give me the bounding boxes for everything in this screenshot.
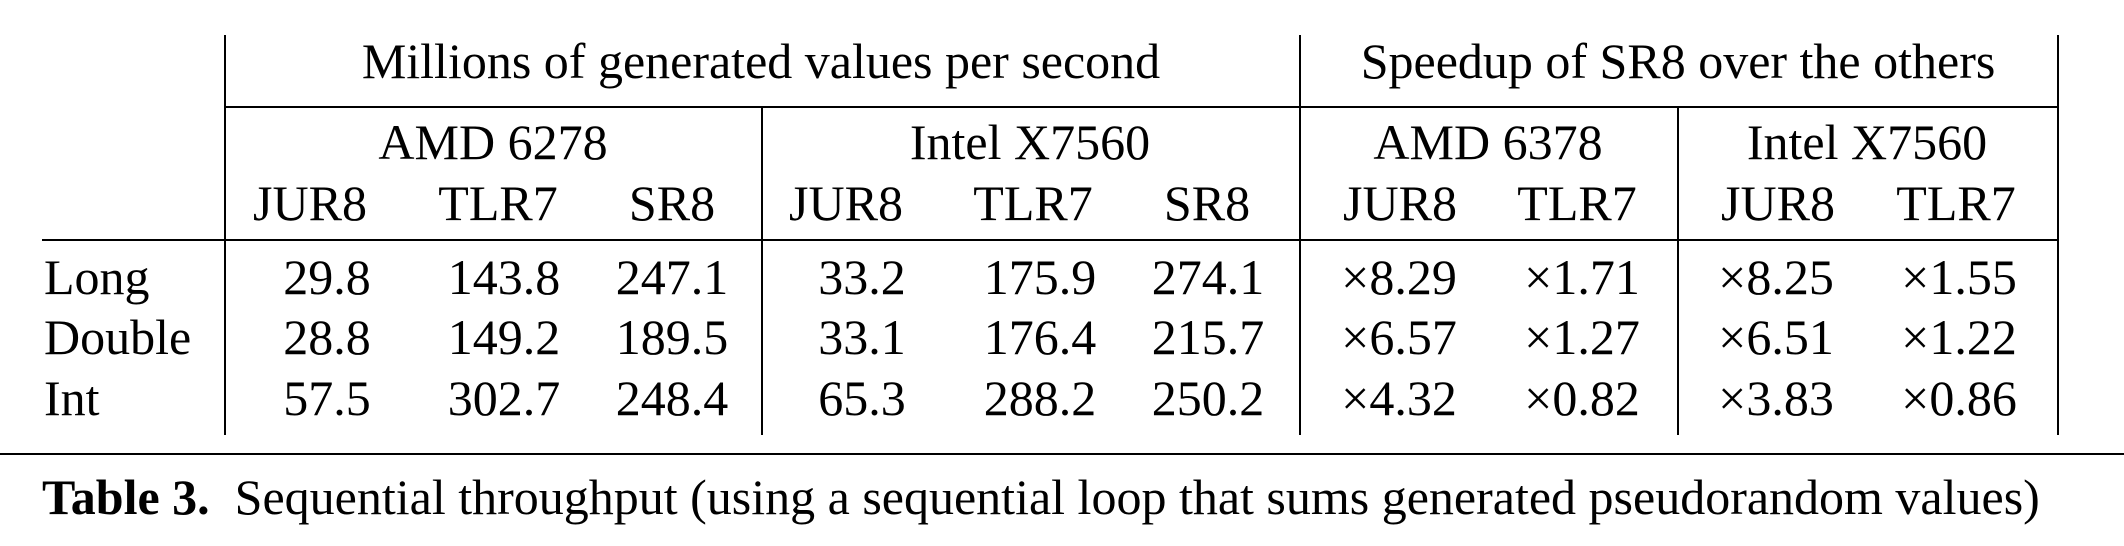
column-header: SR8 — [1163, 175, 1251, 231]
column-header: SR8 — [628, 175, 716, 231]
machine-header: Intel X7560 — [1746, 114, 1988, 170]
column-header: JUR8 — [789, 175, 903, 231]
caption-label: Table 3. — [42, 469, 210, 525]
table-cell: 28.8 — [283, 309, 371, 365]
table-cell: 149.2 — [447, 309, 561, 365]
rule-speedup — [1677, 108, 1679, 435]
table-cell: ×4.32 — [1341, 370, 1457, 426]
table-cell: ×8.25 — [1718, 249, 1834, 305]
group-header-speedup: Speedup of SR8 over the others — [1360, 33, 1996, 89]
table-cell: ×6.51 — [1718, 309, 1834, 365]
table-cell: 189.5 — [615, 309, 729, 365]
table-cell: 247.1 — [615, 249, 729, 305]
table-cell: 33.2 — [818, 249, 906, 305]
table-cell: ×0.86 — [1901, 370, 2017, 426]
table-cell: 176.4 — [983, 309, 1097, 365]
table-cell: 65.3 — [818, 370, 906, 426]
table-cell: ×8.29 — [1341, 249, 1457, 305]
table-cell: ×6.57 — [1341, 309, 1457, 365]
column-header: JUR8 — [1343, 175, 1457, 231]
table-cell: 215.7 — [1151, 309, 1265, 365]
rule-amd-intel — [761, 108, 763, 435]
table-cell: ×3.83 — [1718, 370, 1834, 426]
table-cell: 57.5 — [283, 370, 371, 426]
table-cell: 302.7 — [447, 370, 561, 426]
rule-under-groups — [224, 106, 2059, 108]
column-header: TLR7 — [1517, 175, 1637, 231]
rule-under-headers — [42, 239, 2059, 241]
table-cell: ×1.22 — [1901, 309, 2017, 365]
table-cell: ×1.55 — [1901, 249, 2017, 305]
table-cell: 248.4 — [615, 370, 729, 426]
table-cell: ×1.71 — [1524, 249, 1640, 305]
table-cell: 250.2 — [1151, 370, 1265, 426]
table-cell: 288.2 — [983, 370, 1097, 426]
rule-right — [2057, 35, 2059, 435]
group-header-throughput: Millions of generated values per second — [361, 33, 1161, 89]
rule-row-label — [224, 35, 226, 435]
table-cell: 274.1 — [1151, 249, 1265, 305]
rule-group — [1299, 35, 1301, 435]
table-cell: 29.8 — [283, 249, 371, 305]
machine-header: AMD 6278 — [378, 114, 608, 170]
table-cell: ×0.82 — [1524, 370, 1640, 426]
column-header: TLR7 — [1896, 175, 2016, 231]
rule-under-table — [0, 453, 2124, 455]
row-label: Long — [44, 249, 150, 305]
column-header: TLR7 — [973, 175, 1093, 231]
row-label: Double — [44, 309, 192, 365]
table-cell: ×1.27 — [1524, 309, 1640, 365]
column-header: JUR8 — [1721, 175, 1835, 231]
machine-header: AMD 6378 — [1373, 114, 1603, 170]
table-cell: 175.9 — [983, 249, 1097, 305]
table-cell: 143.8 — [447, 249, 561, 305]
machine-header: Intel X7560 — [909, 114, 1151, 170]
table-caption: Table 3. Sequential throughput (using a … — [42, 472, 2040, 522]
column-header: TLR7 — [438, 175, 558, 231]
caption-text: Sequential throughput (using a sequentia… — [234, 469, 2040, 525]
column-header: JUR8 — [253, 175, 367, 231]
row-label: Int — [44, 370, 100, 426]
table-cell: 33.1 — [818, 309, 906, 365]
